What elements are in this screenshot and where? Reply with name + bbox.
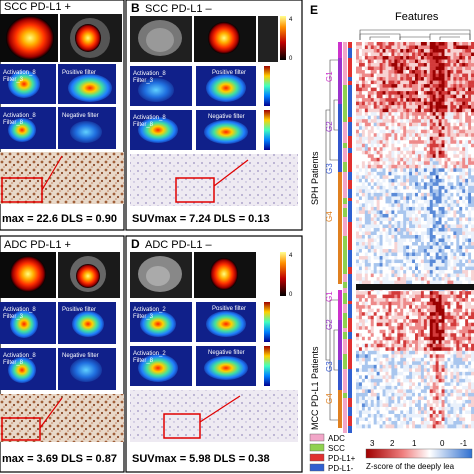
panel-d-tile-4-label: Negative filter	[208, 350, 245, 356]
legend-pdl1-neg: PD-L1-	[328, 464, 354, 473]
annotation-strips	[338, 42, 352, 433]
panel-b-letter: B	[131, 1, 140, 15]
panel-a-metrics: max = 22.6 DLS = 0.90	[2, 213, 117, 225]
group-label-7: G3	[325, 361, 334, 372]
legend-pdl1-pos: PD-L1+	[328, 454, 356, 463]
scale-tick-neg1: -1	[460, 439, 468, 448]
panel-b-tile-1-label: Activation_8	[133, 71, 166, 77]
panel-d-colorbar-top	[280, 252, 286, 296]
group-label-3: G3	[325, 163, 334, 174]
features-label: Features	[395, 11, 439, 23]
panel-b-tile-3-label: Activation_8	[133, 115, 166, 121]
svg-text:4: 4	[289, 253, 293, 259]
legend-adc: ADC	[328, 434, 345, 443]
panel-a: SCC PD-L1 + Activation_8 Filter_3 Positi…	[0, 0, 125, 231]
panel-a-tile-4-label: Negative filter	[62, 113, 99, 119]
panel-d-tile-2-label: Positive filter	[212, 306, 246, 312]
group-label-6: G2	[325, 319, 334, 330]
panel-a-tile-3-label: Activation_8	[3, 113, 36, 119]
svg-text:Filter_3: Filter_3	[133, 314, 154, 320]
panel-a-title: SCC PD-L1 +	[4, 1, 71, 13]
dendrogram-top	[359, 29, 471, 40]
panel-d-title: ADC PD-L1 –	[145, 239, 213, 251]
panel-b-tile-2-label: Positive filter	[212, 70, 246, 76]
heatmap	[356, 42, 474, 429]
dendrogram-left	[325, 59, 338, 421]
panel-d-ihc-image	[130, 390, 298, 442]
svg-text:4: 4	[289, 17, 293, 23]
svg-text:Filter_3: Filter_3	[133, 78, 154, 84]
svg-text:Filter_8: Filter_8	[3, 360, 24, 366]
panel-c-tile-1-label: Activation_8	[3, 307, 36, 313]
panel-c-tile-3-label: Activation_8	[3, 353, 36, 359]
svg-text:Filter_8: Filter_8	[3, 120, 24, 126]
group-label-1: G1	[325, 71, 334, 82]
panel-d-letter: D	[131, 237, 140, 251]
svg-text:0: 0	[289, 56, 293, 62]
panel-b-title: SCC PD-L1 –	[145, 3, 213, 15]
panel-c-title: ADC PD-L1 +	[4, 239, 71, 251]
panel-b: B SCC PD-L1 – 4 0 Activation_8 Filter_3 …	[125, 0, 303, 231]
panel-d: D ADC PD-L1 – 4 0 Activation_2 Filter_3 …	[125, 235, 303, 473]
panel-e-letter: E	[310, 3, 318, 17]
scale-tick-1: 1	[412, 439, 417, 448]
panel-c-metrics: max = 3.69 DLS = 0.87	[2, 453, 117, 465]
group-label-5: G1	[325, 291, 334, 302]
legend-scc: SCC	[328, 444, 345, 453]
sph-patients-label: SPH Patients	[310, 151, 320, 205]
svg-text:Filter_8: Filter_8	[133, 358, 154, 364]
scale-tick-0: 0	[440, 439, 445, 448]
zscore-scale: 3 2 1 0 -1 Z-score of the deeply lea	[365, 439, 473, 471]
group-label-2: G2	[325, 121, 334, 132]
group-label-8: G4	[325, 393, 334, 404]
group-labels: G1 G2 G3 G4 G1 G2 G3 G4	[325, 71, 334, 404]
mcc-patients-label: MCC PD-L1 Patients	[310, 346, 320, 430]
svg-text:0: 0	[289, 292, 293, 298]
scale-tick-2: 2	[390, 439, 395, 448]
group-label-4: G4	[325, 211, 334, 222]
svg-text:Filter_8: Filter_8	[133, 122, 154, 128]
zscore-colorbar	[365, 448, 473, 459]
panel-b-tile-4-label: Negative filter	[208, 114, 245, 120]
panel-a-tile-2-label: Positive filter	[62, 70, 96, 76]
panel-e: E Features SPH Patients MCC PD-L1 Patien…	[309, 3, 474, 473]
svg-text:Filter_3: Filter_3	[3, 314, 24, 320]
panel-d-tile-3-label: Activation_2	[133, 351, 166, 357]
panel-a-tile-1-label: Activation_8	[3, 70, 36, 76]
panel-a-tile-1-label-b: Filter_3	[3, 77, 24, 83]
panel-d-metrics: SUVmax = 5.98 DLS = 0.38	[132, 453, 270, 465]
panel-b-colorbar-top	[280, 16, 286, 60]
scale-tick-3: 3	[370, 439, 375, 448]
sample-legend: ADC SCC PD-L1+ PD-L1-	[309, 433, 356, 473]
panel-c-tile-4-label: Negative filter	[62, 353, 99, 359]
scale-caption: Z-score of the deeply lea	[366, 462, 455, 471]
panel-c-tile-2-label: Positive filter	[62, 307, 96, 313]
panel-d-tile-1-label: Activation_2	[133, 307, 166, 313]
panel-b-metrics: SUVmax = 7.24 DLS = 0.13	[132, 213, 270, 225]
panel-c: ADC PD-L1 + Activation_8 Filter_3 Positi…	[0, 235, 125, 473]
